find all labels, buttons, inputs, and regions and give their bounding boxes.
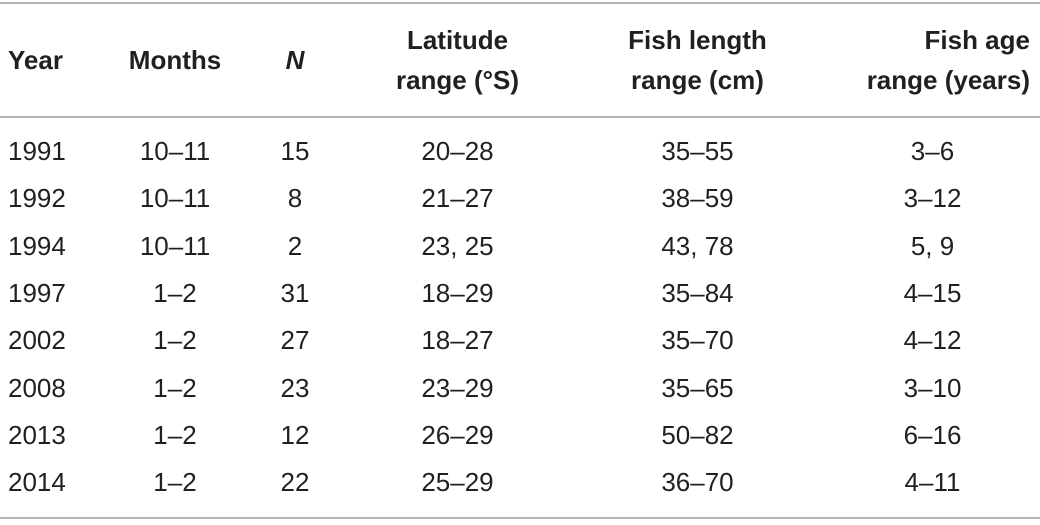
table-cell: 3–12 <box>903 183 962 214</box>
header-cell: Months <box>105 4 245 116</box>
table-cell: 4–15 <box>903 278 962 309</box>
table-row: 1994 10–11 2 23, 25 43, 78 5, 9 <box>0 223 1040 270</box>
table-cell: 2002 <box>8 325 66 356</box>
table-cell: 1–2 <box>153 278 197 309</box>
table-cell: 12 <box>280 419 310 450</box>
table-cell: 22 <box>280 467 310 498</box>
table-cell: 27 <box>280 325 310 356</box>
table-cell: 31 <box>280 278 310 309</box>
header-text: N <box>285 45 305 75</box>
table-cell: 2 <box>287 230 303 261</box>
table-cell: 38–59 <box>661 183 734 214</box>
table-cell: 18–29 <box>421 278 494 309</box>
table-cell: 23–29 <box>421 372 494 403</box>
table-row: 1997 1–2 31 18–29 35–84 4–15 <box>0 270 1040 317</box>
table-cell: 2014 <box>8 467 66 498</box>
header-cell: N <box>245 4 345 116</box>
table-cell: 35–70 <box>661 325 734 356</box>
table-cell: 2008 <box>8 372 66 403</box>
table-cell: 43, 78 <box>661 230 734 261</box>
table-cell: 25–29 <box>421 467 494 498</box>
table-cell: 35–65 <box>661 372 734 403</box>
header-cell: Latitude range (°S) <box>345 4 570 116</box>
header-text: Months <box>128 45 222 75</box>
table-cell: 2013 <box>8 419 66 450</box>
header-text: range (°S) <box>395 65 520 95</box>
header-text: Fish length <box>628 25 767 55</box>
table-body: 1991 10–11 15 20–28 35–55 3–6 1992 10–11 8 21–27 3… <box>0 116 1040 506</box>
table-cell: 3–10 <box>903 372 962 403</box>
table-cell: 10–11 <box>139 136 211 167</box>
table-row: 2008 1–2 23 23–29 35–65 3–10 <box>0 364 1040 411</box>
table-row: 2002 1–2 27 18–27 35–70 4–12 <box>0 317 1040 364</box>
data-table: Year Months N Latitude range (°S) Fish length… <box>0 4 1040 506</box>
table-row: 2014 1–2 22 25–29 36–70 4–11 <box>0 459 1040 506</box>
table-cell: 50–82 <box>661 419 734 450</box>
table-cell: 4–11 <box>904 467 961 498</box>
header-text: Latitude <box>406 25 509 55</box>
bottom-rule <box>0 517 1040 519</box>
table-cell: 21–27 <box>421 183 494 214</box>
table-cell: 1–2 <box>153 372 197 403</box>
top-rule <box>0 2 1040 4</box>
table-cell: 1–2 <box>153 325 197 356</box>
header-text: range (years) <box>866 65 1030 95</box>
table-cell: 35–84 <box>661 278 734 309</box>
table-row: 1992 10–11 8 21–27 38–59 3–12 <box>0 175 1040 222</box>
header-row: Year Months N Latitude range (°S) Fish length… <box>0 4 1040 116</box>
table-cell: 20–28 <box>421 136 494 167</box>
table-cell: 10–11 <box>139 183 211 214</box>
table-cell: 8 <box>287 183 303 214</box>
table-cell: 1–2 <box>153 467 197 498</box>
header-cell: Year <box>0 4 105 116</box>
header-rule <box>0 116 1040 118</box>
table-header: Year Months N Latitude range (°S) Fish length… <box>0 4 1040 116</box>
header-text: range (cm) <box>631 65 764 95</box>
table-cell: 10–11 <box>139 230 211 261</box>
header-cell: Fish length range (cm) <box>570 4 825 116</box>
table-cell: 15 <box>280 136 310 167</box>
table-row: 1991 10–11 15 20–28 35–55 3–6 <box>0 116 1040 175</box>
header-text: Fish age <box>924 25 1030 55</box>
table-cell: 6–16 <box>903 419 962 450</box>
header-cell: Fish age range (years) <box>825 4 1040 116</box>
table-cell: 18–27 <box>421 325 494 356</box>
header-text: Year <box>8 45 63 75</box>
table-cell: 26–29 <box>421 419 494 450</box>
table-cell: 4–12 <box>903 325 962 356</box>
table-cell: 1991 <box>8 136 66 167</box>
table-cell: 1992 <box>8 183 66 214</box>
table-cell: 36–70 <box>661 467 734 498</box>
table-cell: 35–55 <box>661 136 734 167</box>
table-cell: 1994 <box>8 230 66 261</box>
table-cell: 5, 9 <box>910 230 955 261</box>
table-cell: 3–6 <box>910 136 955 167</box>
table-cell: 23 <box>280 372 310 403</box>
table-cell: 1997 <box>8 278 66 309</box>
table-cell: 23, 25 <box>421 230 494 261</box>
table-cell: 1–2 <box>153 419 197 450</box>
table-row: 2013 1–2 12 26–29 50–82 6–16 <box>0 412 1040 459</box>
